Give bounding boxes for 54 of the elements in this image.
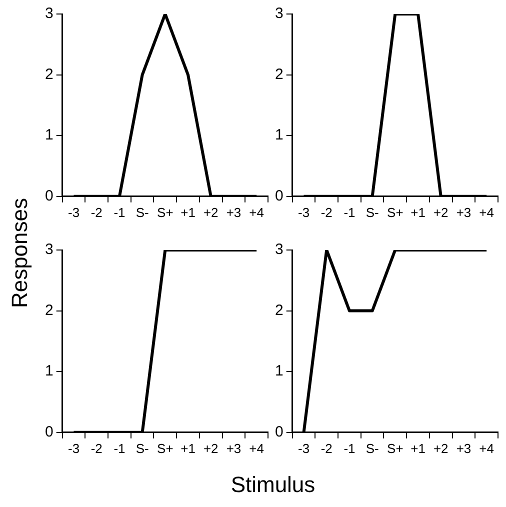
x-axis-title: Stimulus — [230, 472, 316, 498]
y-tick-label: 2 — [45, 302, 54, 319]
y-tick-label: 1 — [275, 362, 284, 380]
y-tick-label: 2 — [275, 66, 284, 83]
x-tick-label: +2 — [203, 440, 218, 456]
x-tick-label: -3 — [298, 204, 310, 220]
x-tick-label: +4 — [479, 440, 494, 456]
y-tick-label: 0 — [275, 188, 284, 205]
y-tick-label: 2 — [45, 66, 54, 83]
x-tick-label: +4 — [249, 204, 264, 220]
x-tick-label: +2 — [203, 204, 218, 220]
x-tick-label: -1 — [344, 204, 356, 220]
x-tick-label: S- — [136, 204, 149, 220]
x-tick-label: -3 — [68, 440, 80, 456]
y-tick-label: 0 — [45, 424, 54, 441]
x-tick-label: -2 — [90, 440, 102, 456]
x-tick-label: S+ — [157, 204, 174, 220]
x-tick-label: S+ — [157, 440, 174, 456]
x-tick-label: +1 — [180, 440, 196, 456]
x-tick-label: +1 — [410, 204, 426, 220]
y-tick-label: 1 — [275, 126, 284, 144]
x-tick-label: -1 — [344, 440, 356, 456]
x-tick-label: S- — [366, 204, 379, 220]
x-tick-label: +3 — [456, 440, 472, 456]
y-tick-label: 1 — [45, 362, 54, 380]
x-tick-label: +4 — [249, 440, 264, 456]
x-tick-label: -2 — [90, 204, 102, 220]
x-tick-label: S- — [136, 440, 149, 456]
x-tick-label: +2 — [433, 204, 448, 220]
y-tick-label: 0 — [275, 424, 284, 441]
x-tick-label: S+ — [387, 204, 404, 220]
y-tick-label: 1 — [45, 126, 54, 144]
x-tick-label: +4 — [479, 204, 494, 220]
y-tick-label: 0 — [45, 188, 54, 205]
x-tick-label: +3 — [456, 204, 472, 220]
x-tick-label: +3 — [226, 204, 242, 220]
x-tick-label: +2 — [433, 440, 448, 456]
x-tick-label: -1 — [114, 440, 126, 456]
y-tick-label: 3 — [45, 241, 54, 258]
x-tick-label: -3 — [68, 204, 80, 220]
x-tick-label: S- — [366, 440, 379, 456]
x-tick-label: S+ — [387, 440, 404, 456]
x-tick-label: +3 — [226, 440, 242, 456]
y-tick-label: 2 — [275, 302, 284, 319]
y-axis-title: Responses — [7, 196, 33, 310]
x-tick-label: -2 — [320, 204, 332, 220]
y-tick-label: 3 — [45, 5, 54, 22]
y-tick-label: 3 — [275, 5, 284, 22]
x-tick-label: -3 — [298, 440, 310, 456]
x-tick-label: -2 — [320, 440, 332, 456]
x-tick-label: -1 — [114, 204, 126, 220]
x-tick-label: +1 — [180, 204, 196, 220]
x-tick-label: +1 — [410, 440, 426, 456]
y-tick-label: 3 — [275, 241, 284, 258]
